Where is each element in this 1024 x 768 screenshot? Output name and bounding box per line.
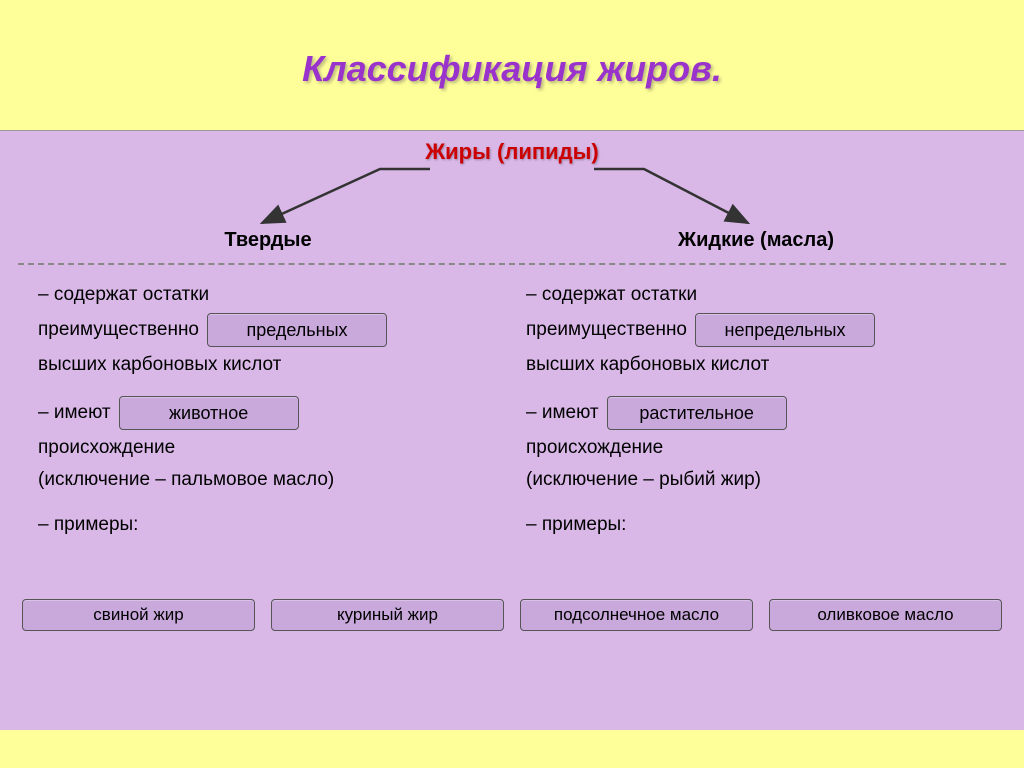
left-origin-post: происхождение bbox=[38, 434, 175, 462]
dashed-separator bbox=[18, 263, 1006, 265]
right-origin-pre: – имеют bbox=[526, 399, 599, 427]
right-origin-post: происхождение bbox=[526, 434, 663, 462]
left-desc-1: – содержат остатки bbox=[38, 281, 209, 309]
right-desc-2-pre: преимущественно bbox=[526, 316, 687, 344]
example-3: подсолнечное масло bbox=[520, 599, 753, 631]
right-column: – содержат остатки преимущественно непре… bbox=[512, 281, 1000, 543]
example-4: оливковое масло bbox=[769, 599, 1002, 631]
left-chip-origin: животное bbox=[119, 396, 299, 430]
example-2: куриный жир bbox=[271, 599, 504, 631]
left-header: Твердые bbox=[38, 229, 498, 252]
left-desc-3: высших карбоновых кислот bbox=[38, 351, 281, 379]
right-desc-3: высших карбоновых кислот bbox=[526, 351, 769, 379]
root-node: Жиры (липиды) bbox=[0, 131, 1024, 165]
left-examples-label: – примеры: bbox=[38, 511, 138, 539]
page-title: Классификация жиров. bbox=[0, 48, 1024, 90]
left-exception: (исключение – пальмовое масло) bbox=[38, 466, 334, 494]
branch-arrows bbox=[0, 163, 1024, 235]
right-exception: (исключение – рыбий жир) bbox=[526, 466, 761, 494]
diagram-panel: Жиры (липиды) Твердые Жидкие (масла) – с… bbox=[0, 130, 1024, 730]
examples-row: свиной жир куриный жир подсолнечное масл… bbox=[0, 599, 1024, 631]
right-header: Жидкие (масла) bbox=[526, 229, 986, 252]
left-chip-saturation: предельных bbox=[207, 313, 387, 347]
left-origin-pre: – имеют bbox=[38, 399, 111, 427]
right-chip-saturation: непредельных bbox=[695, 313, 875, 347]
example-1: свиной жир bbox=[22, 599, 255, 631]
right-chip-origin: растительное bbox=[607, 396, 787, 430]
right-examples-label: – примеры: bbox=[526, 511, 626, 539]
right-desc-1: – содержат остатки bbox=[526, 281, 697, 309]
left-desc-2-pre: преимущественно bbox=[38, 316, 199, 344]
left-column: – содержат остатки преимущественно преде… bbox=[24, 281, 512, 543]
